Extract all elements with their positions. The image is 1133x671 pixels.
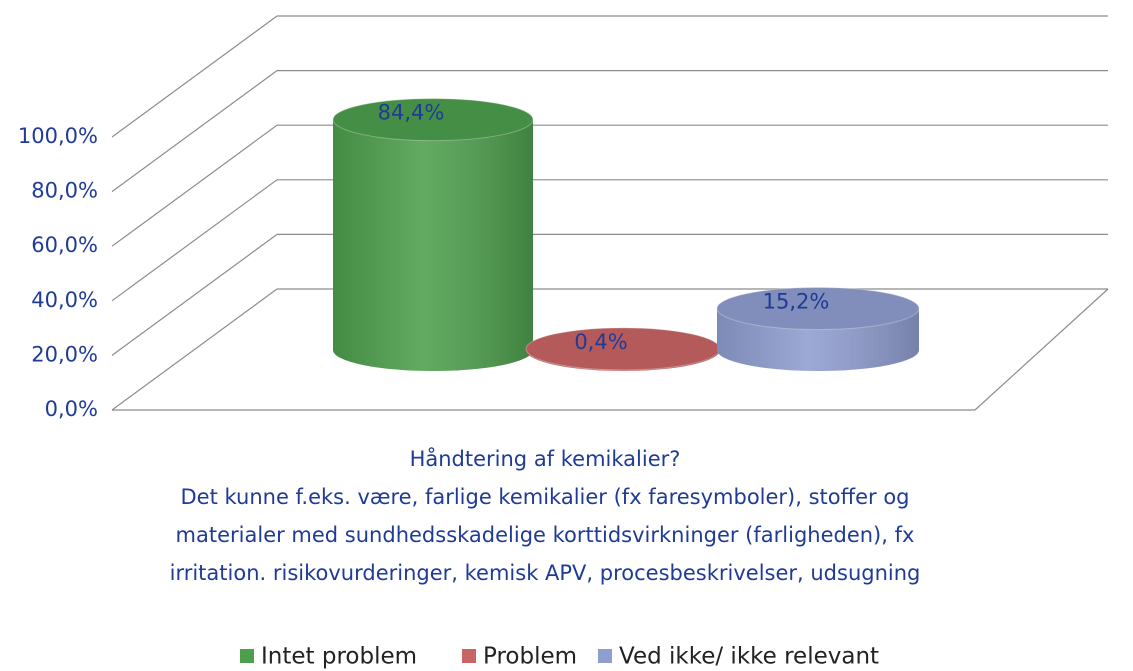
- cylinder-top: [332, 98, 534, 142]
- y-tick-label: 100,0%: [18, 124, 98, 148]
- x-axis-label: Det kunne f.eks. være, farlige kemikalie…: [181, 485, 910, 509]
- y-tick-label: 40,0%: [31, 288, 98, 312]
- value-label: 84,4%: [378, 101, 445, 125]
- y-tick-label: 0,0%: [45, 397, 98, 421]
- cylinder-shade: [333, 119, 533, 371]
- y-tick-label: 60,0%: [31, 233, 98, 257]
- grid-line: [111, 124, 278, 247]
- legend-label: Ved ikke/ ikke relevant: [619, 644, 879, 670]
- x-axis-label: irritation. risikovurderinger, kemisk AP…: [170, 561, 921, 585]
- y-tick-label: 80,0%: [31, 179, 98, 203]
- grid-line: [111, 70, 278, 193]
- grid-line: [111, 179, 278, 302]
- grid-line: [111, 233, 278, 356]
- grid-line: [111, 288, 278, 411]
- legend-swatch: [240, 649, 254, 663]
- legend-swatch: [462, 649, 476, 663]
- legend-label: Problem: [483, 644, 577, 670]
- legend-label: Intet problem: [261, 644, 417, 670]
- value-label: 0,4%: [574, 330, 627, 354]
- grid-line: [111, 15, 278, 138]
- value-label: 15,2%: [763, 290, 830, 314]
- floor-right: [974, 288, 1109, 411]
- legend-swatch: [598, 649, 612, 663]
- y-tick-label: 20,0%: [31, 342, 98, 366]
- x-axis-label: materialer med sundhedsskadelige korttid…: [176, 523, 915, 547]
- cylinder-top: [716, 287, 920, 331]
- x-axis-label: Håndtering af kemikalier?: [410, 446, 681, 471]
